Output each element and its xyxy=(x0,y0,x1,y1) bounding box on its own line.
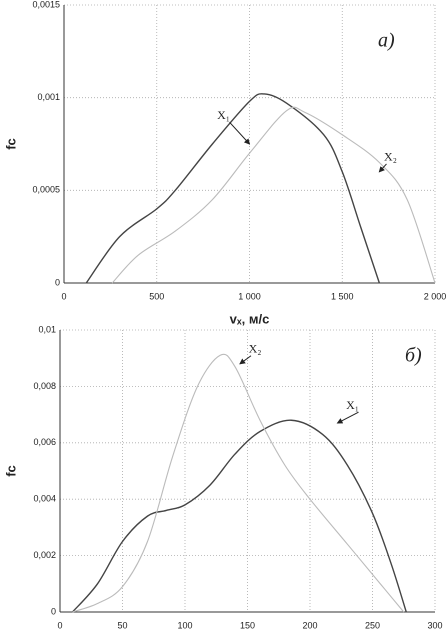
y-tick-label: 0,006 xyxy=(33,437,56,447)
x-tick-label: 1 000 xyxy=(238,291,261,301)
y-tick-label: 0,0015 xyxy=(32,0,60,9)
x-tick-label: 50 xyxy=(117,620,127,630)
series-line xyxy=(71,419,407,613)
y-tick-label: 0,01 xyxy=(38,324,56,334)
x-tick-label: 250 xyxy=(365,620,380,630)
y-axis-label: fc xyxy=(3,465,18,477)
label-arrow xyxy=(239,355,252,365)
label-arrow xyxy=(378,163,387,173)
y-tick-label: 0 xyxy=(51,606,56,616)
x-tick-label: 1 500 xyxy=(331,291,354,301)
x-tick-label: 200 xyxy=(302,620,317,630)
x-tick-label: 500 xyxy=(149,291,164,301)
series-label: X₂ xyxy=(384,150,397,164)
y-tick-label: 0,002 xyxy=(33,550,56,560)
x-tick-label: 150 xyxy=(240,620,255,630)
x-tick-label: 300 xyxy=(427,620,442,630)
y-axis-label: fc xyxy=(3,138,18,150)
y-tick-label: 0 xyxy=(55,277,60,287)
series-line xyxy=(111,106,436,284)
annotation: б) xyxy=(405,345,422,367)
y-tick-label: 0,008 xyxy=(33,381,56,391)
x-tick-label: 0 xyxy=(57,620,62,630)
label-arrow xyxy=(229,121,251,145)
x-tick-label: 2 000 xyxy=(424,291,447,301)
series-label: X₂ xyxy=(249,341,262,355)
series-line xyxy=(85,93,381,284)
series-label: X₁ xyxy=(346,398,359,412)
series-label: X₁ xyxy=(217,108,230,122)
label-arrow xyxy=(336,411,359,424)
y-tick-label: 0,0005 xyxy=(32,185,60,195)
y-tick-label: 0,001 xyxy=(37,92,60,102)
y-tick-label: 0,004 xyxy=(33,494,56,504)
x-tick-label: 100 xyxy=(177,620,192,630)
annotation: a) xyxy=(378,30,395,52)
series-line xyxy=(72,353,405,613)
x-tick-label: 0 xyxy=(61,291,66,301)
x-axis-label: vₓ, м/с xyxy=(230,311,270,326)
